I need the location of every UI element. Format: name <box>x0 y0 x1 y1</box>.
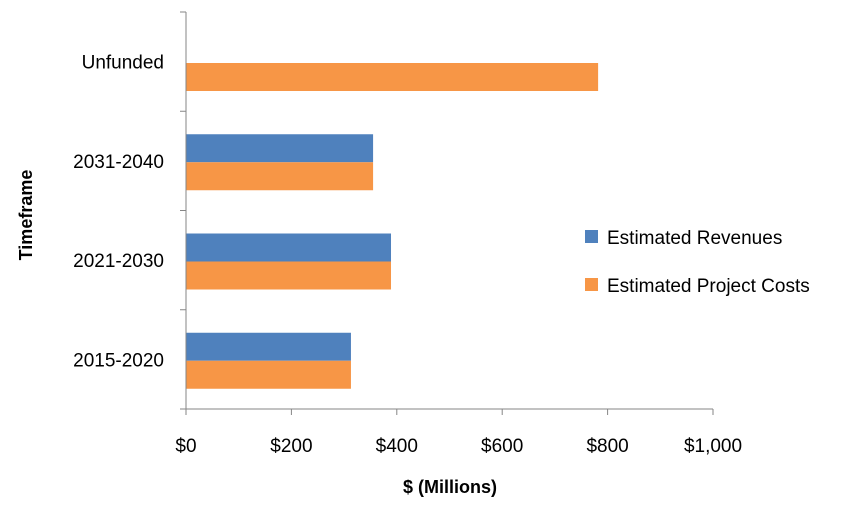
bar-estimated-revenues-2021-2030 <box>186 233 392 262</box>
category-label: 2015-2020 <box>73 350 164 371</box>
bars-layer <box>186 63 599 389</box>
x-tick-label: $400 <box>376 436 418 457</box>
category-label: 2031-2040 <box>73 152 164 173</box>
bar-estimated-project-costs-2015-2020 <box>186 360 351 389</box>
category-label: Unfunded <box>82 53 164 74</box>
x-tick-label: $0 <box>175 436 196 457</box>
x-axis-title: $ (Millions) <box>403 477 497 497</box>
legend-swatch <box>585 278 598 291</box>
axes-layer <box>180 11 714 415</box>
bar-estimated-project-costs-unfunded <box>186 63 599 91</box>
legend-label: Estimated Revenues <box>607 228 782 249</box>
x-tick-labels: $0 $200 $400 $600 $800 $1,000 <box>175 436 742 457</box>
x-tick-label: $1,000 <box>684 436 742 457</box>
x-tick-label: $200 <box>270 436 312 457</box>
x-tick-label: $600 <box>481 436 523 457</box>
y-axis-title: Timeframe <box>16 170 36 261</box>
category-label: 2021-2030 <box>73 251 164 272</box>
legend-label: Estimated Project Costs <box>607 276 810 297</box>
x-tick-label: $800 <box>586 436 628 457</box>
bar-estimated-project-costs-2021-2030 <box>186 261 392 290</box>
bar-estimated-project-costs-2031-2040 <box>186 162 374 191</box>
bar-estimated-revenues-2015-2020 <box>186 332 351 361</box>
category-labels: 2015-2020 2021-2030 2031-2040 Unfunded <box>73 53 164 372</box>
legend: Estimated Revenues Estimated Project Cost… <box>585 228 810 297</box>
bar-estimated-revenues-2031-2040 <box>186 134 374 163</box>
legend-swatch <box>585 230 598 243</box>
